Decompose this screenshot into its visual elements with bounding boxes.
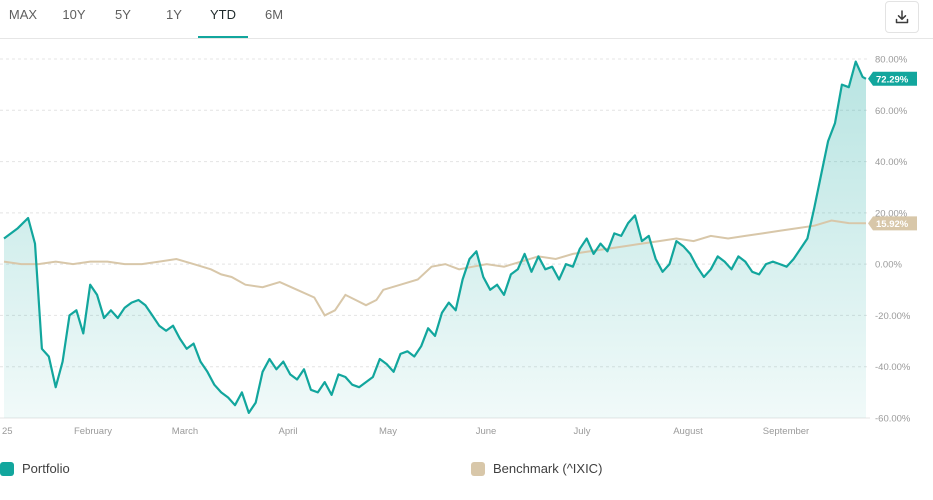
y-tick-label: 40.00% bbox=[875, 157, 908, 168]
y-tick-label: 0.00% bbox=[875, 260, 902, 271]
tabs-divider bbox=[0, 38, 933, 39]
portfolio-line bbox=[3, 60, 867, 414]
portfolio-area bbox=[4, 61, 866, 418]
x-tick-label: June bbox=[476, 426, 497, 437]
svg-text:15.92%: 15.92% bbox=[876, 219, 909, 230]
tab-max[interactable]: MAX bbox=[8, 7, 38, 22]
x-tick-label: August bbox=[673, 426, 703, 437]
legend-portfolio-swatch bbox=[0, 461, 14, 476]
y-tick-label: -20.00% bbox=[875, 311, 911, 322]
performance-chart: 25 February March April May June July August Sep… bbox=[0, 55, 917, 437]
x-tick-label: March bbox=[172, 426, 198, 437]
y-tick-label: 60.00% bbox=[875, 106, 908, 117]
x-tick-label: September bbox=[763, 426, 809, 437]
tab-5y[interactable]: 5Y bbox=[115, 7, 131, 22]
benchmark-end-value: 15.92% bbox=[868, 216, 917, 231]
tab-6m[interactable]: 6M bbox=[264, 7, 284, 22]
benchmark-line bbox=[3, 219, 867, 317]
x-tick-label: April bbox=[278, 426, 297, 437]
legend-benchmark-label: Benchmark (^IXIC) bbox=[493, 461, 603, 476]
legend-benchmark-swatch bbox=[471, 461, 485, 476]
download-button[interactable] bbox=[885, 1, 919, 33]
y-tick-label: -60.00% bbox=[875, 414, 911, 425]
download-icon bbox=[895, 10, 909, 24]
tab-1y[interactable]: 1Y bbox=[166, 7, 182, 22]
legend-portfolio[interactable]: Portfolio bbox=[0, 461, 70, 476]
y-tick-label: 20.00% bbox=[875, 208, 908, 219]
svg-text:72.29%: 72.29% bbox=[876, 74, 909, 85]
y-tick-label: 80.00% bbox=[875, 55, 908, 66]
x-tick-label: February bbox=[74, 426, 112, 437]
x-tick-label: July bbox=[574, 426, 591, 437]
x-tick-label: 25 bbox=[2, 426, 13, 437]
x-tick-label: May bbox=[379, 426, 397, 437]
tab-ytd[interactable]: YTD bbox=[198, 0, 248, 38]
legend-portfolio-label: Portfolio bbox=[22, 461, 70, 476]
y-tick-label: -40.00% bbox=[875, 362, 911, 373]
portfolio-end-value: 72.29% bbox=[868, 71, 917, 86]
tab-10y[interactable]: 10Y bbox=[62, 7, 86, 22]
range-tabs: MAX 10Y 5Y 1Y YTD 6M bbox=[0, 0, 933, 38]
legend-benchmark[interactable]: Benchmark (^IXIC) bbox=[471, 461, 602, 476]
